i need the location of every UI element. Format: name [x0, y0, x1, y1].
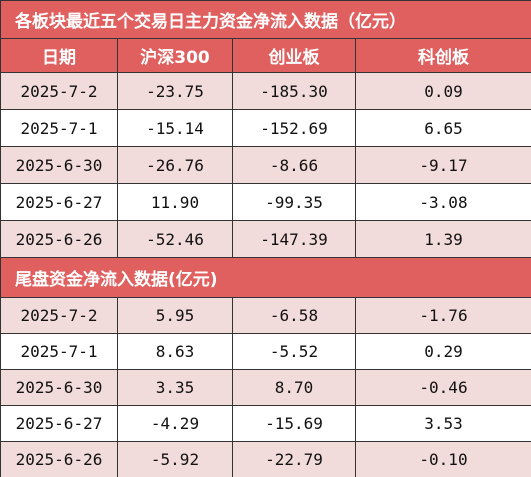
date-cell: 2025-6-30 [0, 146, 118, 184]
date-cell: 2025-6-26 [0, 220, 118, 258]
value-cell: -5.52 [232, 333, 356, 370]
value-cell: 3.53 [355, 405, 531, 442]
value-cell: -3.08 [355, 183, 531, 221]
data-row: 2025-6-26 -5.92 -22.79 -0.10 [0, 441, 531, 477]
title-row: 各板块最近五个交易日主力资金净流入数据（亿元） [0, 0, 531, 39]
value-cell: -152.69 [232, 109, 356, 147]
date-cell: 2025-7-1 [0, 333, 118, 370]
date-cell: 2025-6-26 [0, 441, 118, 477]
data-row: 2025-6-27 -4.29 -15.69 3.53 [0, 405, 531, 442]
value-cell: -52.46 [117, 220, 233, 258]
header-cell: 沪深300 [117, 38, 233, 73]
table-title: 尾盘资金净流入数据(亿元) [0, 257, 531, 298]
header-cell: 日期 [0, 38, 118, 73]
value-cell: -4.29 [117, 405, 233, 442]
date-cell: 2025-6-27 [0, 405, 118, 442]
value-cell: -0.46 [355, 369, 531, 406]
header-cell: 创业板 [232, 38, 356, 73]
header-row: 日期 沪深300 创业板 科创板 [0, 38, 531, 73]
data-row: 2025-6-26 -52.46 -147.39 1.39 [0, 220, 531, 258]
value-cell: -9.17 [355, 146, 531, 184]
value-cell: -1.76 [355, 297, 531, 334]
value-cell: -0.10 [355, 441, 531, 477]
value-cell: 6.65 [355, 109, 531, 147]
date-cell: 2025-7-2 [0, 297, 118, 334]
value-cell: 1.39 [355, 220, 531, 258]
date-cell: 2025-6-30 [0, 369, 118, 406]
value-cell: 0.29 [355, 333, 531, 370]
data-row: 2025-6-27 11.90 -99.35 -3.08 [0, 183, 531, 221]
value-cell: 5.95 [117, 297, 233, 334]
value-cell: 8.63 [117, 333, 233, 370]
value-cell: -15.14 [117, 109, 233, 147]
value-cell: 11.90 [117, 183, 233, 221]
header-cell: 科创板 [355, 38, 531, 73]
data-row: 2025-7-1 8.63 -5.52 0.29 [0, 333, 531, 370]
date-cell: 2025-6-27 [0, 183, 118, 221]
data-row: 2025-6-30 -26.76 -8.66 -9.17 [0, 146, 531, 184]
value-cell: -22.79 [232, 441, 356, 477]
date-cell: 2025-7-1 [0, 109, 118, 147]
table-title: 各板块最近五个交易日主力资金净流入数据（亿元） [0, 0, 531, 39]
value-cell: -23.75 [117, 72, 233, 110]
value-cell: 0.09 [355, 72, 531, 110]
data-row: 2025-6-30 3.35 8.70 -0.46 [0, 369, 531, 406]
data-row: 2025-7-2 -23.75 -185.30 0.09 [0, 72, 531, 110]
value-cell: -8.66 [232, 146, 356, 184]
value-cell: -15.69 [232, 405, 356, 442]
value-cell: -6.58 [232, 297, 356, 334]
value-cell: 8.70 [232, 369, 356, 406]
data-row: 2025-7-2 5.95 -6.58 -1.76 [0, 297, 531, 334]
value-cell: 3.35 [117, 369, 233, 406]
date-cell: 2025-7-2 [0, 72, 118, 110]
value-cell: -5.92 [117, 441, 233, 477]
value-cell: -26.76 [117, 146, 233, 184]
value-cell: -185.30 [232, 72, 356, 110]
data-row: 2025-7-1 -15.14 -152.69 6.65 [0, 109, 531, 147]
title-row: 尾盘资金净流入数据(亿元) [0, 257, 531, 298]
value-cell: -147.39 [232, 220, 356, 258]
value-cell: -99.35 [232, 183, 356, 221]
